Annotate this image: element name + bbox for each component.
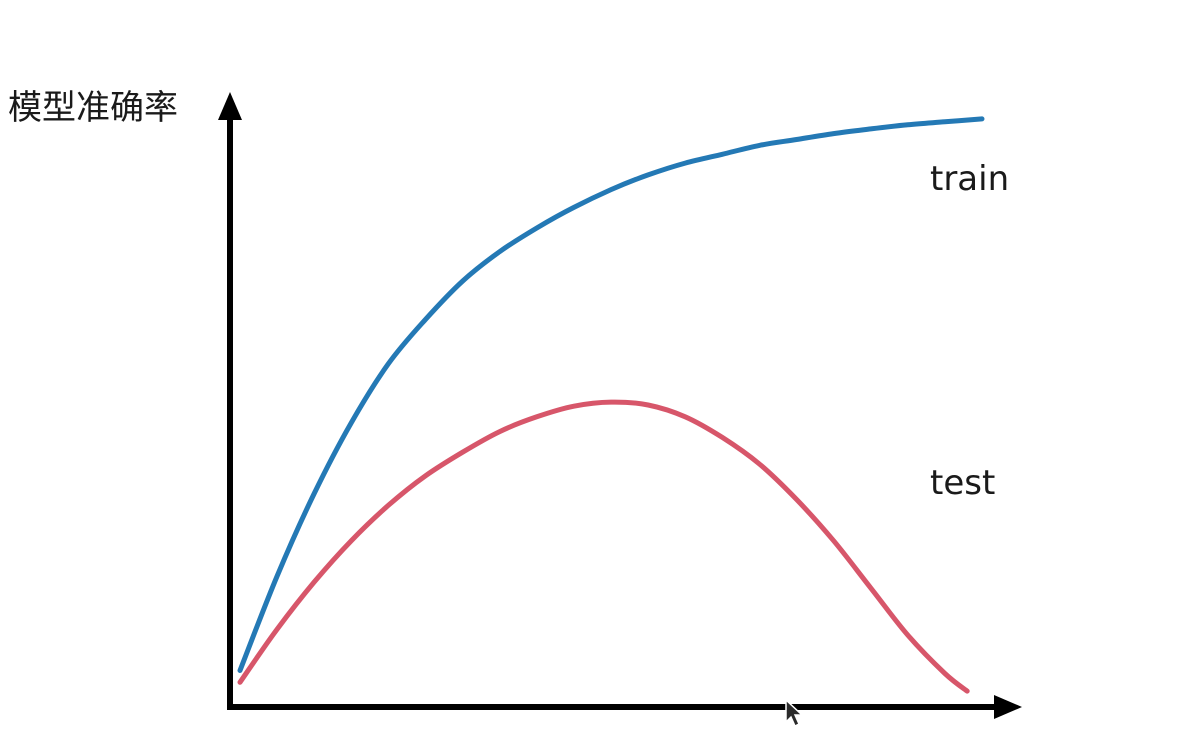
y-axis-label: 模型准确率 <box>8 88 178 128</box>
mouse-cursor-icon <box>785 698 804 728</box>
series-layer <box>237 116 985 694</box>
series-label-test: test <box>930 463 995 503</box>
x-axis-arrow-icon <box>994 695 1022 719</box>
series-line-train <box>237 116 985 673</box>
series-line-test <box>237 399 970 694</box>
series-label-train: train <box>930 159 1009 199</box>
y-axis-arrow-icon <box>218 92 242 120</box>
